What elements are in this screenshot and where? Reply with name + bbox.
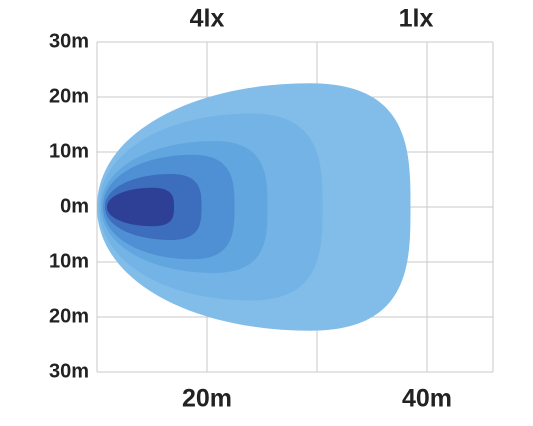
y-tick-label: 0m xyxy=(60,195,89,217)
y-tick-label: 20m xyxy=(49,85,89,107)
x-tick-label: 20m xyxy=(182,385,232,413)
x-tick-label: 40m xyxy=(402,385,452,413)
y-tick-label: 30m xyxy=(49,30,89,52)
lux-label: 1lx xyxy=(399,5,434,33)
y-tick-label: 10m xyxy=(49,140,89,162)
y-tick-label: 10m xyxy=(49,250,89,272)
y-tick-label: 20m xyxy=(49,305,89,327)
y-tick-label: 30m xyxy=(49,360,89,382)
isolux-contour xyxy=(107,187,174,227)
lux-label: 4lx xyxy=(190,5,225,33)
